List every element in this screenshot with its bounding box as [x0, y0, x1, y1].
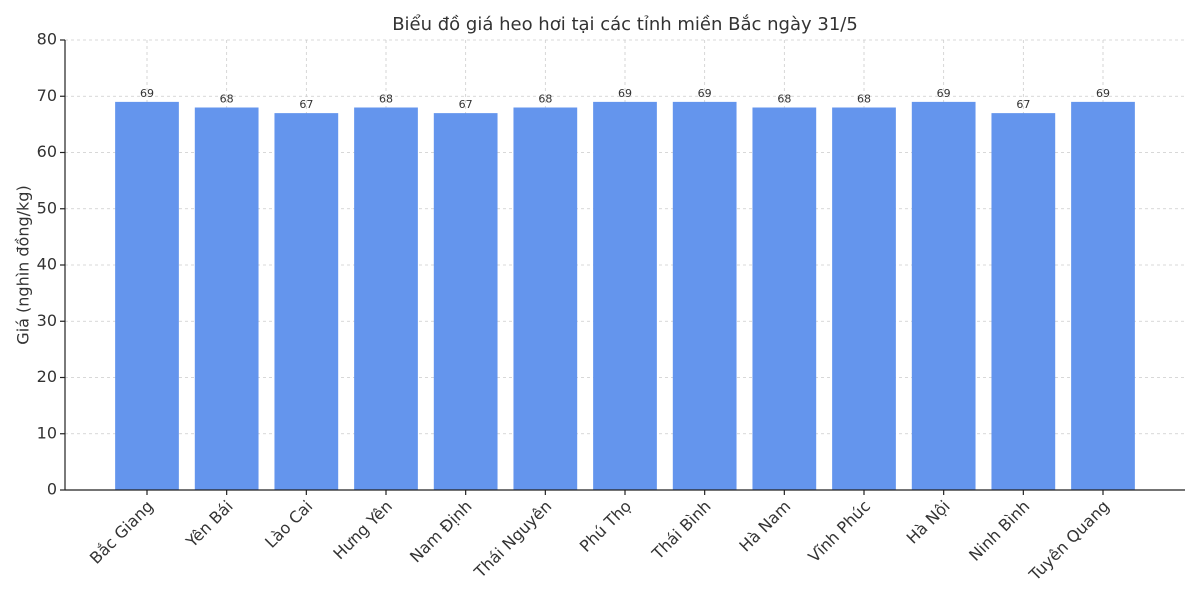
y-tick-label: 70: [37, 86, 57, 105]
y-tick-label: 20: [37, 367, 57, 386]
x-tick-label: Lào Cai: [261, 497, 316, 552]
bar: [593, 101, 657, 490]
y-axis-label: Giá (nghìn đồng/kg): [14, 185, 33, 344]
x-tick-label: Nam Định: [406, 497, 476, 567]
value-label: 68: [220, 93, 234, 106]
value-label: 69: [140, 87, 154, 100]
value-label: 69: [937, 87, 951, 100]
bar: [274, 113, 339, 490]
value-label: 67: [299, 98, 313, 111]
y-tick-label: 60: [37, 142, 57, 161]
x-tick-label: Phú Thọ: [576, 497, 635, 556]
y-tick-label: 50: [37, 198, 57, 217]
value-label: 68: [777, 93, 791, 106]
x-tick-label: Hà Nội: [903, 497, 954, 548]
x-tick-label: Hà Nam: [735, 497, 794, 556]
value-label: 67: [1016, 98, 1030, 111]
bar: [911, 101, 976, 490]
bar: [672, 101, 737, 490]
bar: [194, 107, 259, 490]
chart-title: Biểu đồ giá heo hơi tại các tỉnh miền Bắ…: [392, 14, 858, 35]
y-tick-label: 40: [37, 255, 57, 274]
x-tick-label: Thái Bình: [648, 497, 715, 564]
bar: [115, 101, 179, 490]
bar: [991, 113, 1056, 490]
value-label: 69: [1096, 87, 1110, 100]
bar: [433, 113, 498, 490]
bar: [513, 107, 578, 490]
value-label: 69: [618, 87, 632, 100]
x-tick-label: Hưng Yên: [329, 497, 396, 564]
y-tick-label: 30: [37, 311, 57, 330]
bar: [752, 107, 817, 490]
bar: [1071, 101, 1135, 490]
y-tick-label: 0: [47, 480, 57, 499]
x-tick-label: Thái Nguyên: [470, 497, 556, 583]
value-label: 68: [857, 93, 871, 106]
value-label: 68: [538, 93, 552, 106]
x-tick-label: Bắc Giang: [86, 497, 157, 568]
y-tick-label: 80: [37, 30, 57, 49]
value-label: 67: [459, 98, 473, 111]
value-label: 69: [698, 87, 712, 100]
bar: [832, 107, 896, 490]
x-tick-label: Vĩnh Phúc: [804, 497, 874, 567]
x-tick-label: Yên Bái: [182, 497, 237, 552]
x-tick-label: Ninh Bình: [965, 497, 1033, 565]
bar: [354, 107, 418, 490]
x-tick-label: Tuyên Quang: [1025, 497, 1113, 585]
value-label: 68: [379, 93, 393, 106]
y-tick-label: 10: [37, 423, 57, 442]
